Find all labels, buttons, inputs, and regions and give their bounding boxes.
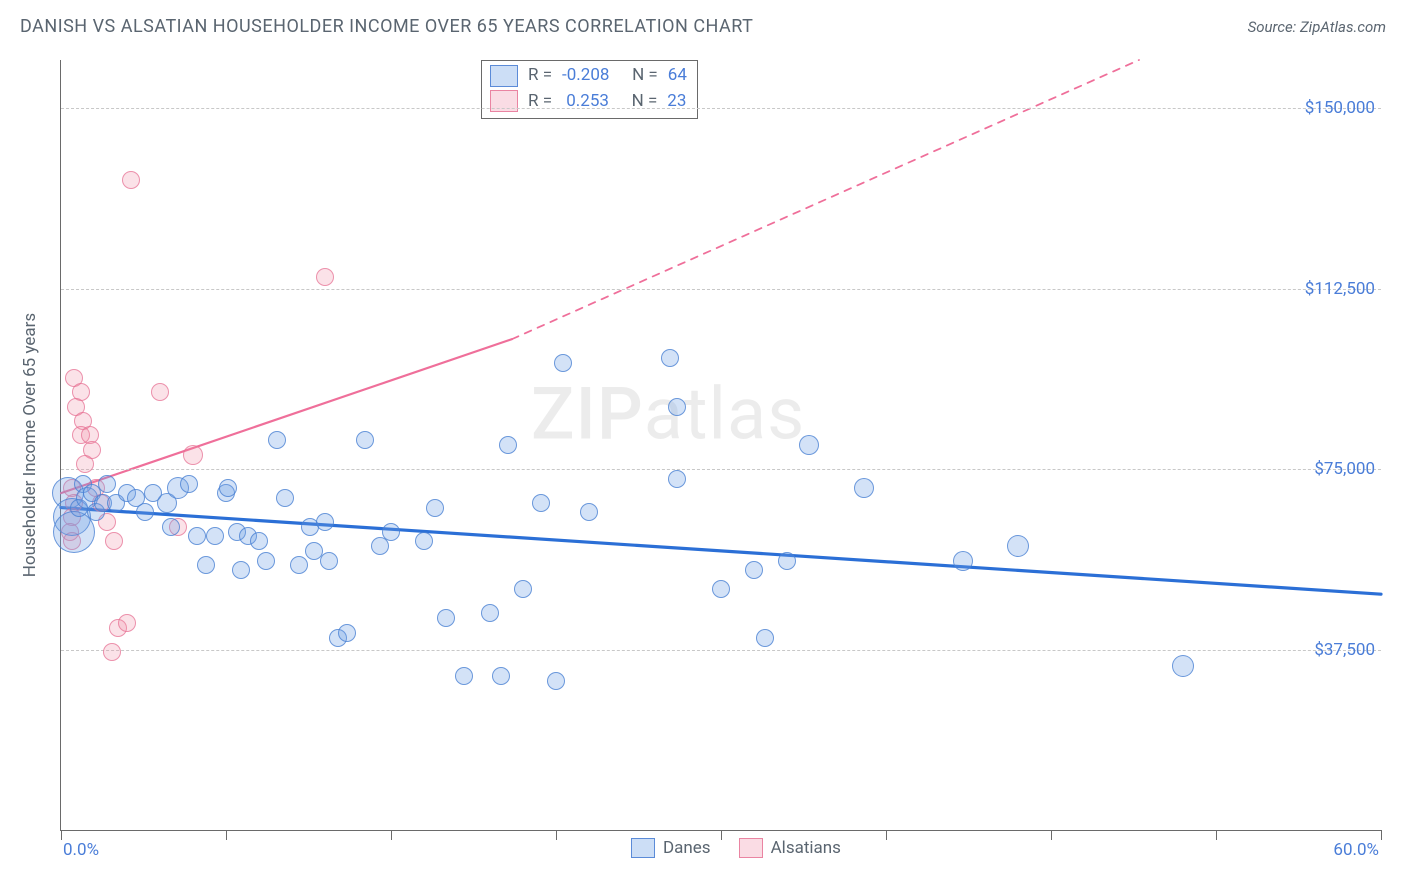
data-point-danes bbox=[580, 503, 598, 521]
data-point-danes bbox=[136, 503, 154, 521]
legend-label: Alsatians bbox=[771, 838, 841, 858]
data-point-danes bbox=[250, 532, 268, 550]
data-point-alsatians bbox=[122, 171, 140, 189]
header: DANISH VS ALSATIAN HOUSEHOLDER INCOME OV… bbox=[20, 16, 1386, 37]
x-tick bbox=[1216, 830, 1217, 840]
x-tick bbox=[721, 830, 722, 840]
gridline bbox=[61, 289, 1381, 290]
data-point-danes bbox=[206, 527, 224, 545]
data-point-alsatians bbox=[103, 643, 121, 661]
stats-row: R = 0.253 N = 23 bbox=[490, 89, 687, 115]
stat-r-value: 0.253 bbox=[562, 89, 609, 115]
data-point-danes bbox=[162, 518, 180, 536]
watermark: ZIPatlas bbox=[531, 372, 805, 457]
data-point-danes bbox=[745, 561, 763, 579]
data-point-alsatians bbox=[183, 445, 203, 465]
data-point-danes bbox=[426, 499, 444, 517]
data-point-danes bbox=[257, 552, 275, 570]
data-point-danes bbox=[799, 435, 819, 455]
series-legend: Danes Alsatians bbox=[631, 838, 841, 858]
x-tick bbox=[391, 830, 392, 840]
x-tick-label-start: 0.0% bbox=[63, 840, 99, 860]
data-point-danes bbox=[514, 580, 532, 598]
stat-r-label: R = bbox=[528, 63, 552, 89]
swatch-icon bbox=[490, 65, 518, 87]
stats-row: R = -0.208 N = 64 bbox=[490, 63, 687, 89]
data-point-alsatians bbox=[76, 455, 94, 473]
data-point-danes bbox=[712, 580, 730, 598]
data-point-danes bbox=[778, 552, 796, 570]
x-tick bbox=[556, 830, 557, 840]
legend-item: Alsatians bbox=[739, 838, 841, 858]
stat-n-value: 23 bbox=[667, 89, 686, 115]
data-point-alsatians bbox=[316, 268, 334, 286]
data-point-danes bbox=[290, 556, 308, 574]
data-point-danes bbox=[356, 431, 374, 449]
data-point-danes bbox=[415, 532, 433, 550]
data-point-danes bbox=[197, 556, 215, 574]
x-tick bbox=[61, 830, 62, 840]
data-point-danes bbox=[316, 513, 334, 531]
legend-item: Danes bbox=[631, 838, 711, 858]
swatch-icon bbox=[631, 838, 655, 858]
stat-n-value: 64 bbox=[668, 63, 687, 89]
page-title: DANISH VS ALSATIAN HOUSEHOLDER INCOME OV… bbox=[20, 16, 753, 37]
data-point-danes bbox=[188, 527, 206, 545]
gridline bbox=[61, 469, 1381, 470]
data-point-danes bbox=[854, 478, 874, 498]
y-tick-label: $150,000 bbox=[1305, 98, 1375, 118]
stat-r-value: -0.208 bbox=[562, 63, 609, 89]
x-tick bbox=[226, 830, 227, 840]
data-point-danes bbox=[268, 431, 286, 449]
y-tick-label: $112,500 bbox=[1305, 279, 1375, 299]
data-point-alsatians bbox=[151, 383, 169, 401]
gridline bbox=[61, 650, 1381, 651]
data-point-danes bbox=[499, 436, 517, 454]
data-point-danes bbox=[98, 475, 116, 493]
data-point-danes bbox=[1007, 535, 1029, 557]
data-point-danes bbox=[554, 354, 572, 372]
data-point-danes bbox=[232, 561, 250, 579]
data-point-danes bbox=[320, 552, 338, 570]
stat-n-label: N = bbox=[619, 89, 657, 115]
data-point-danes bbox=[481, 604, 499, 622]
x-tick bbox=[886, 830, 887, 840]
x-tick bbox=[1051, 830, 1052, 840]
data-point-danes bbox=[437, 609, 455, 627]
data-point-danes bbox=[668, 398, 686, 416]
data-point-danes bbox=[1172, 655, 1194, 677]
source-label: Source: ZipAtlas.com bbox=[1248, 18, 1386, 36]
x-tick-label-end: 60.0% bbox=[1333, 840, 1379, 860]
legend-label: Danes bbox=[663, 838, 711, 858]
data-point-danes bbox=[668, 470, 686, 488]
trend-lines-layer bbox=[61, 60, 1381, 830]
data-point-danes bbox=[756, 629, 774, 647]
data-point-danes bbox=[547, 672, 565, 690]
y-axis-label: Householder Income Over 65 years bbox=[20, 313, 40, 577]
data-point-danes bbox=[532, 494, 550, 512]
data-point-alsatians bbox=[118, 614, 136, 632]
chart-plot-area: ZIPatlas R =-0.208 N =64R = 0.253 N =23 … bbox=[60, 60, 1381, 831]
data-point-danes bbox=[382, 523, 400, 541]
data-point-alsatians bbox=[105, 532, 123, 550]
stats-legend: R = -0.208 N = 64 R = 0.253 N = 23 bbox=[481, 60, 698, 119]
data-point-danes bbox=[492, 667, 510, 685]
data-point-danes bbox=[276, 489, 294, 507]
data-point-danes bbox=[219, 479, 237, 497]
data-point-danes bbox=[180, 475, 198, 493]
data-point-danes bbox=[338, 624, 356, 642]
swatch-icon bbox=[739, 838, 763, 858]
data-point-danes bbox=[661, 349, 679, 367]
data-point-danes bbox=[455, 667, 473, 685]
stat-n-label: N = bbox=[619, 63, 657, 89]
gridline bbox=[61, 108, 1381, 109]
y-tick-label: $75,000 bbox=[1314, 459, 1375, 479]
x-tick bbox=[1381, 830, 1382, 840]
y-tick-label: $37,500 bbox=[1314, 640, 1375, 660]
data-point-danes bbox=[953, 551, 973, 571]
stat-r-label: R = bbox=[528, 89, 552, 115]
